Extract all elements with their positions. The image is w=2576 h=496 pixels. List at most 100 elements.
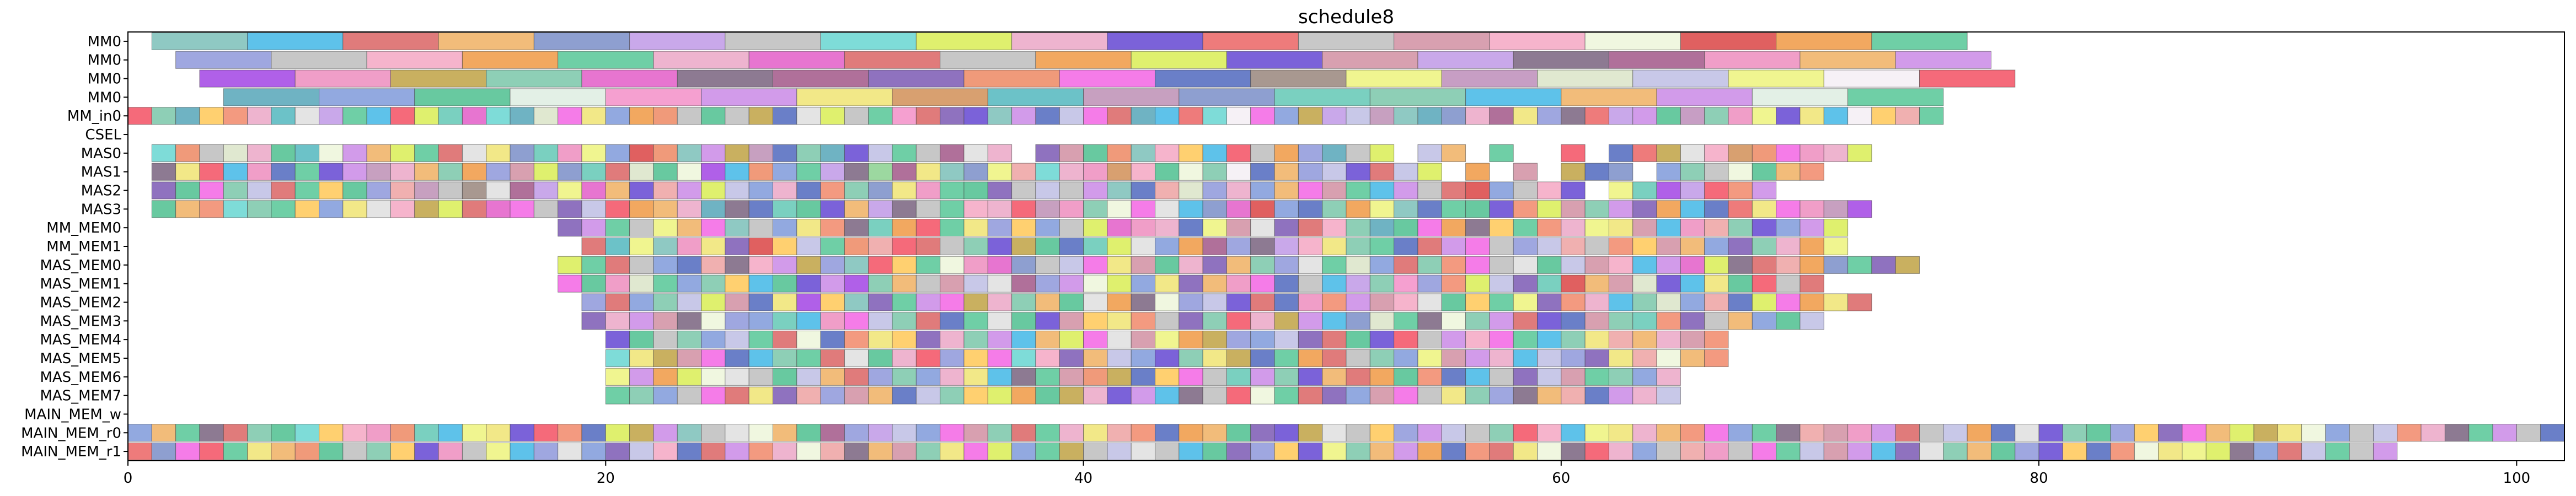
schedule-bar [915,293,941,311]
schedule-bar [963,219,988,237]
schedule-bar [1561,181,1586,200]
schedule-bar [1537,181,1562,200]
schedule-bar [1107,107,1132,125]
schedule-bar [1202,293,1227,311]
schedule-bar [772,181,797,200]
schedule-bar [1226,386,1251,405]
schedule-bar [558,163,582,181]
schedule-bar [1680,163,1705,181]
schedule-bar [1202,368,1227,386]
schedule-bar [1776,424,1801,442]
schedule-bar [2205,424,2231,442]
schedule-bar [1608,424,1634,442]
schedule-bar [1513,386,1538,405]
schedule-bar [1800,312,1824,330]
schedule-bar [2540,424,2565,442]
schedule-bar [1871,107,1896,125]
schedule-bar [1369,181,1395,200]
schedule-bar [1967,443,1991,461]
schedule-bar [223,144,248,162]
schedule-bar [1537,237,1562,256]
schedule-bar [1035,107,1060,125]
schedule-bar [725,200,749,218]
schedule-bar [486,107,511,125]
schedule-bar [1035,219,1060,237]
schedule-bar [1513,274,1538,293]
schedule-bar [1322,312,1347,330]
schedule-bar [1895,424,1920,442]
schedule-bar [677,293,702,311]
schedule-bar [629,368,654,386]
schedule-bar [725,256,749,274]
schedule-bar [342,144,367,162]
schedule-bar [1680,219,1705,237]
schedule-bar [748,386,773,405]
schedule-bar [915,200,941,218]
schedule-bar [414,163,439,181]
schedule-bar [1131,274,1155,293]
schedule-bar [1584,219,1609,237]
schedule-bar [725,274,749,293]
schedule-bar [605,386,630,405]
schedule-bar [772,274,797,293]
schedule-bar [581,274,606,293]
schedule-bar [1059,424,1084,442]
schedule-bar [1226,181,1251,200]
schedule-bar [963,200,988,218]
schedule-bar [1346,200,1370,218]
schedule-bar [1441,274,1466,293]
schedule-bar [987,200,1013,218]
schedule-bar [1561,331,1586,349]
schedule-bar [940,386,965,405]
schedule-bar [414,107,439,125]
schedule-bar [1274,424,1299,442]
schedule-bar [2325,424,2350,442]
schedule-bar [820,293,845,311]
schedule-bar [1847,144,1872,162]
schedule-bar [1608,312,1634,330]
schedule-bar [1417,107,1442,125]
schedule-bar [1035,237,1060,256]
schedule-bar [1680,107,1705,125]
schedule-bar [1346,107,1370,125]
schedule-bar [1202,424,1227,442]
schedule-bar [1919,69,2016,88]
schedule-bar [1107,331,1132,349]
schedule-bar [223,107,248,125]
schedule-bar [915,312,941,330]
schedule-bar [1059,274,1084,293]
schedule-bar [915,163,941,181]
schedule-bar [820,144,845,162]
schedule-bar [1226,107,1251,125]
x-tick-label: 80 [2030,470,2048,487]
schedule-bar [1632,312,1657,330]
schedule-bar [1154,69,1251,88]
schedule-bar [1465,293,1490,311]
schedule-bar [1083,237,1108,256]
x-tick-label: 0 [124,470,133,487]
schedule-bar [772,144,797,162]
schedule-bar [1083,88,1180,106]
schedule-bar [1561,88,1657,106]
schedule-bar [581,200,606,218]
schedule-bar [366,181,391,200]
schedule-bar [2182,424,2207,442]
row-label: MAIN_MEM_r1 [21,444,121,460]
schedule-bar [1513,349,1538,368]
schedule-bar [1752,312,1777,330]
schedule-bar [1752,181,1777,200]
schedule-bar [1369,107,1395,125]
schedule-bar [1059,181,1084,200]
schedule-bar [127,424,152,442]
schedule-bar [2134,424,2159,442]
schedule-bar [1656,368,1681,386]
schedule-bar [1226,163,1251,181]
schedule-bar [1561,237,1586,256]
schedule-bar [1107,293,1132,311]
schedule-bar [1154,163,1180,181]
schedule-bar [1513,107,1538,125]
schedule-bar [868,368,893,386]
schedule-bar [438,443,463,461]
schedule-bar [1035,200,1060,218]
schedule-bar [1823,69,1920,88]
